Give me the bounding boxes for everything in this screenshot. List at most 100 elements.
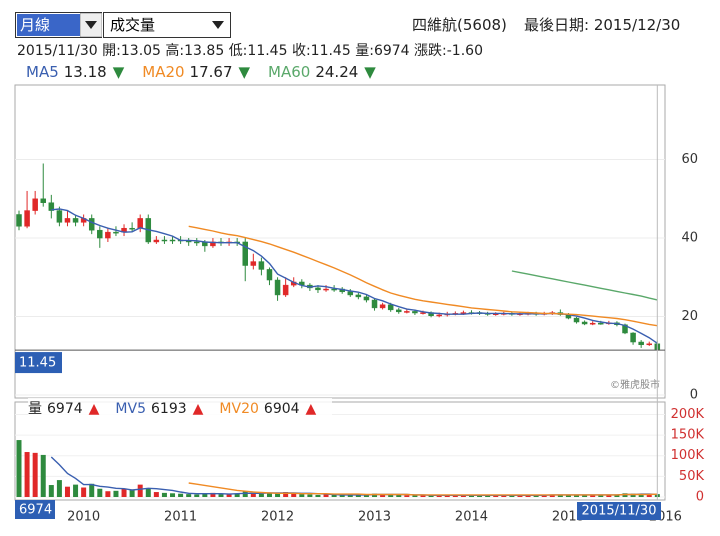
x-tick-label: 2013 — [358, 510, 391, 525]
y-tick-label: 50K — [679, 469, 705, 484]
volume-bar — [420, 494, 426, 497]
last-date-value: 2015/12/30 — [593, 16, 681, 34]
period-select[interactable]: 月線 — [15, 12, 102, 38]
candle-body — [581, 321, 588, 325]
legend-value: 17.67 — [189, 63, 233, 81]
candle-body — [24, 210, 30, 227]
volume-bar — [186, 494, 192, 497]
volume-label: 6974 — [19, 503, 52, 518]
volume-bar — [606, 494, 612, 497]
candle-body — [638, 341, 644, 346]
y-tick-label: 0 — [690, 388, 698, 403]
y-tick-label: 200K — [671, 407, 705, 422]
volume-bar — [315, 494, 321, 497]
candle-body — [161, 239, 168, 242]
dropdown-arrow — [212, 21, 224, 29]
x-tick-label: 2014 — [455, 510, 488, 525]
volume-bar — [113, 490, 119, 497]
volume-bar — [250, 493, 256, 497]
candle-body — [72, 218, 79, 223]
candle-body — [420, 312, 426, 314]
candle-body — [266, 269, 273, 281]
y-tick-label: 40 — [681, 231, 698, 246]
close-value: 11.45 — [310, 43, 351, 59]
legend-name: MA20 — [142, 63, 185, 81]
legend-name: MA5 — [26, 63, 59, 81]
candle-body — [387, 304, 394, 311]
candle-body — [16, 214, 22, 227]
volume-bar — [339, 494, 345, 497]
candle-body — [274, 279, 281, 296]
volume-bar — [323, 494, 329, 497]
candle-body — [436, 314, 442, 317]
legend-name: MV20 — [219, 401, 259, 417]
bar-date: 2015/11/30 — [17, 43, 98, 59]
watermark: ©雅虎股市 — [610, 378, 660, 391]
candle-body — [315, 287, 321, 291]
candle-body — [331, 288, 337, 291]
ohlc-row: 2015/11/30 開:13.05 高:13.85 低:11.45 收:11.… — [17, 40, 483, 60]
volume-bar — [275, 493, 281, 497]
volume-bar — [452, 495, 458, 497]
ma-line — [188, 225, 658, 327]
volume-bar — [121, 488, 127, 497]
candle-body — [630, 332, 636, 343]
volume-bar — [614, 494, 620, 497]
volume-bar — [525, 495, 531, 497]
candle-body — [646, 343, 652, 346]
volume-bar — [145, 488, 151, 497]
volume-bar — [501, 495, 507, 497]
indicator-select[interactable]: 成交量 — [103, 12, 231, 38]
change-value: -1.60 — [446, 43, 483, 59]
candle-body — [113, 231, 119, 234]
volume-bar — [598, 495, 604, 497]
volume-bar — [24, 452, 30, 497]
volume-bar — [291, 493, 297, 497]
volume-bar — [32, 452, 38, 497]
price-legend: MA5 13.18 ▼ MA20 17.67 ▼ MA60 24.24 ▼ — [26, 63, 394, 81]
volume-bar — [404, 495, 410, 497]
low-label: 低: — [228, 43, 248, 59]
volume-bar — [161, 492, 167, 497]
y-tick-label: 150K — [671, 428, 705, 443]
candle-body — [622, 324, 628, 334]
volume-bar — [565, 494, 571, 497]
candle-body — [88, 218, 95, 231]
volume-bar — [170, 493, 176, 497]
volume-bar — [178, 493, 184, 497]
volume-bar — [638, 494, 644, 497]
volume-bar — [210, 492, 216, 497]
candle-body — [573, 317, 580, 323]
candle-body — [64, 218, 71, 223]
candle-body — [363, 296, 370, 301]
candle-body — [97, 229, 103, 239]
dropdown-arrow — [80, 13, 102, 37]
legend-name: MV5 — [115, 401, 146, 417]
legend-trend: ▲ — [192, 401, 204, 417]
volume-bar — [557, 494, 563, 497]
volume-bar — [48, 485, 54, 497]
volume-legend: 量 6974 ▲ MV5 6193 ▲ MV20 6904 ▲ — [28, 398, 333, 418]
legend-trend: ▼ — [112, 63, 125, 81]
volume-bar — [258, 493, 264, 497]
candle-body — [598, 322, 604, 325]
volume-bar — [436, 495, 442, 497]
candle-body — [250, 261, 257, 266]
volume-bar — [89, 483, 95, 497]
volume-bar — [137, 484, 143, 497]
legend-value: 6904 — [263, 401, 300, 417]
volume-bar — [372, 493, 378, 497]
candle-body — [48, 202, 55, 211]
legend-value: 24.24 — [315, 63, 359, 81]
legend-trend: ▼ — [364, 63, 376, 81]
legend-value: 6193 — [151, 401, 187, 417]
legend-value: 13.18 — [63, 63, 107, 81]
close-label: 收: — [291, 43, 311, 59]
x-tick-label: 2010 — [67, 510, 100, 525]
candle-body — [194, 241, 200, 244]
volume-bar — [307, 494, 313, 497]
date-label-box — [577, 502, 661, 520]
volume-bar — [242, 491, 248, 497]
volume-bar — [97, 488, 103, 497]
